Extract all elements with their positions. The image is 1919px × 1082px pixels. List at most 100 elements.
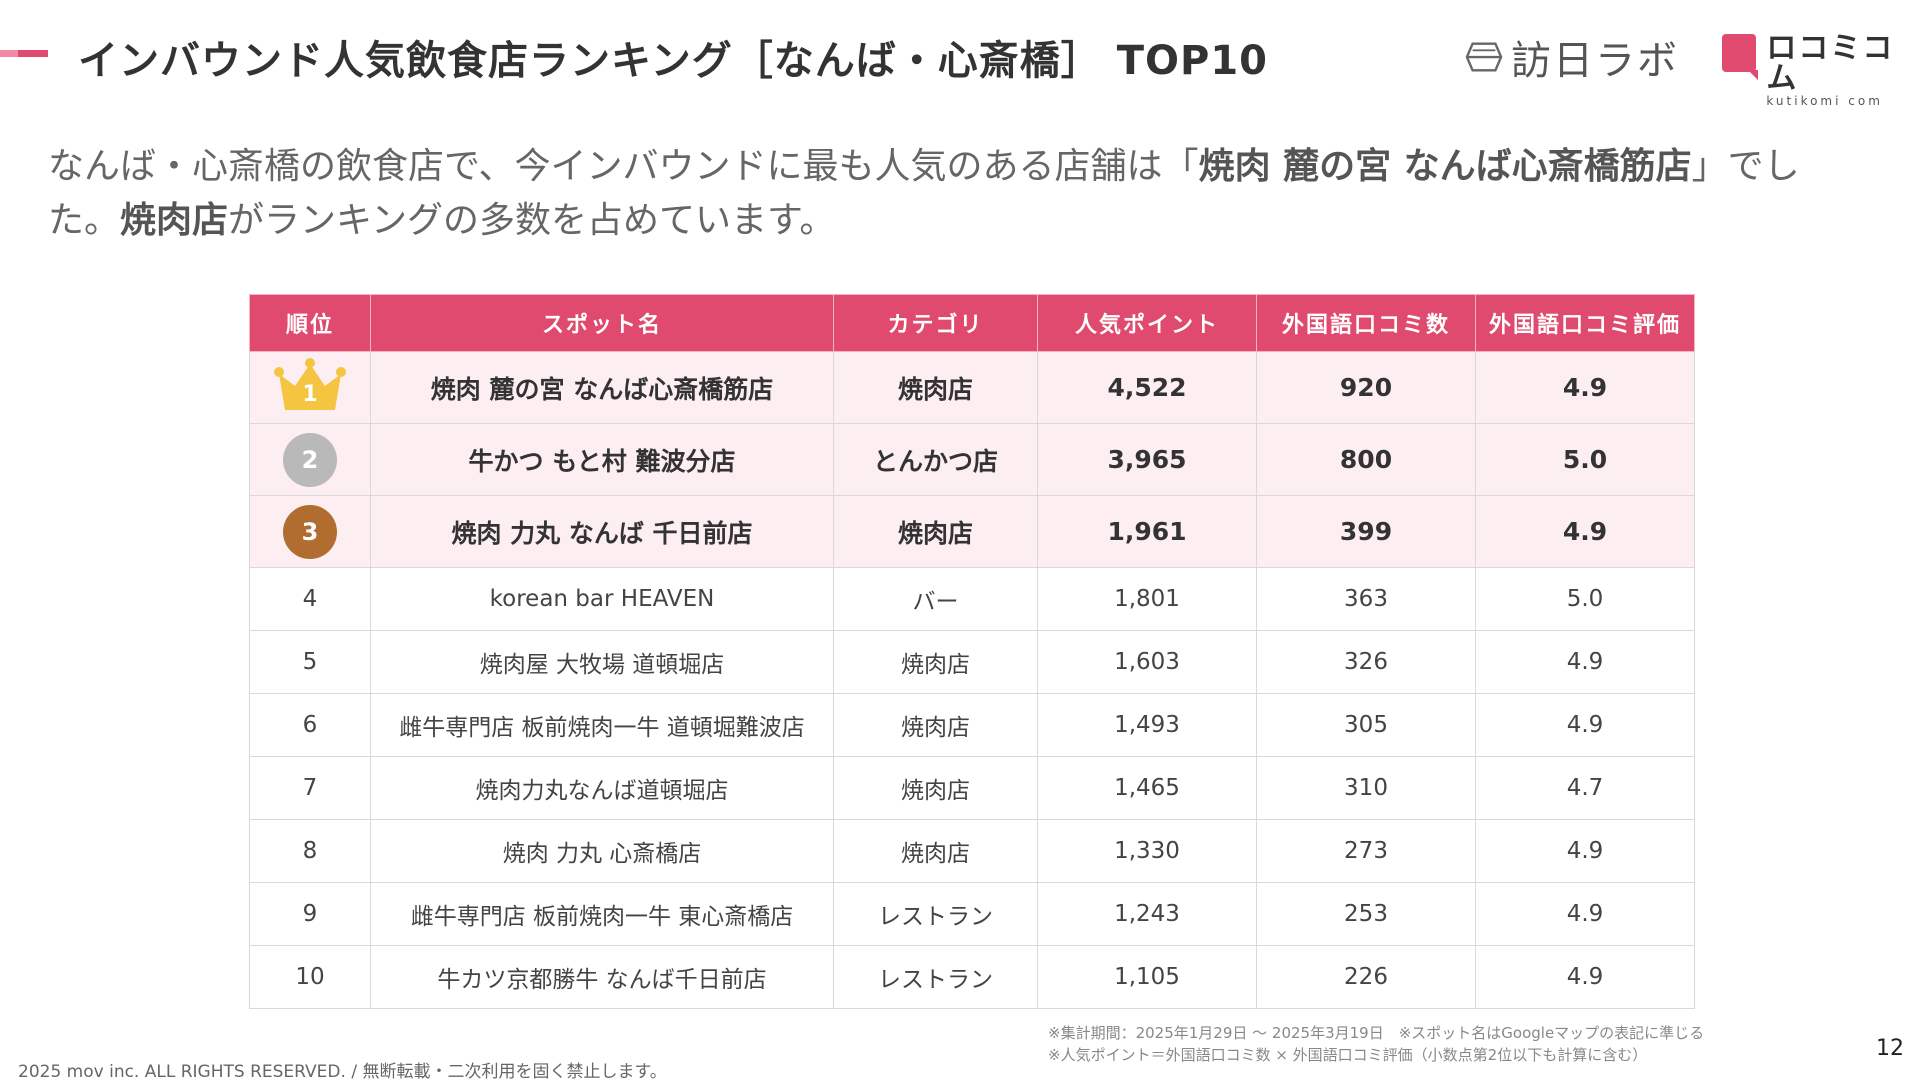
rank-number: 1	[302, 381, 318, 407]
rank-cell: 5	[249, 630, 371, 694]
table-row: 4 korean bar HEAVEN バー 1,801 363 5.0	[249, 567, 1695, 631]
houjin-lab-logo-text: 訪日ラボ	[1511, 38, 1679, 84]
spot-name-cell: 焼肉 麓の宮 なんば心斎橋筋店	[370, 351, 834, 424]
points-cell: 1,105	[1037, 945, 1257, 1009]
kutikomi-logo-subtext: kutikomi com	[1766, 94, 1883, 108]
category-cell: 焼肉店	[833, 630, 1038, 694]
lead-highlight-top-store: 焼肉 麓の宮 なんば心斎橋筋店	[1198, 146, 1692, 187]
header-points: 人気ポイント	[1037, 294, 1257, 352]
page-title: インバウンド人気飲食店ランキング［なんば・心斎橋］ TOP10	[78, 38, 1268, 84]
table-row: 2 牛かつ もと村 難波分店 とんかつ店 3,965 800 5.0	[249, 423, 1695, 496]
title-accent-bar-light	[0, 50, 18, 57]
rating-cell: 4.7	[1475, 756, 1695, 820]
points-cell: 1,961	[1037, 495, 1257, 568]
lead-highlight-category: 焼肉店	[120, 200, 229, 241]
houjin-lab-logo: 訪日ラボ	[1465, 32, 1679, 84]
rating-cell: 4.9	[1475, 351, 1695, 424]
header-spot-name: スポット名	[370, 294, 834, 352]
category-cell: とんかつ店	[833, 423, 1038, 496]
review-count-cell: 226	[1256, 945, 1476, 1009]
spot-name-cell: 焼肉屋 大牧場 道頓堀店	[370, 630, 834, 694]
table-row: 3 焼肉 力丸 なんば 千日前店 焼肉店 1,961 399 4.9	[249, 495, 1695, 568]
rating-cell: 4.9	[1475, 693, 1695, 757]
rank-cell: 10	[249, 945, 371, 1009]
review-count-cell: 920	[1256, 351, 1476, 424]
review-count-cell: 326	[1256, 630, 1476, 694]
table-row: 7 焼肉力丸なんば道頓堀店 焼肉店 1,465 310 4.7	[249, 756, 1695, 820]
review-count-cell: 310	[1256, 756, 1476, 820]
spot-name-cell: 焼肉 力丸 なんば 千日前店	[370, 495, 834, 568]
spot-name-cell: 焼肉 力丸 心斎橋店	[370, 819, 834, 883]
points-cell: 1,603	[1037, 630, 1257, 694]
category-cell: レストラン	[833, 882, 1038, 946]
table-row: 6 雌牛専門店 板前焼肉一牛 道頓堀難波店 焼肉店 1,493 305 4.9	[249, 693, 1695, 757]
page-number: 12	[1876, 1036, 1904, 1061]
points-cell: 1,243	[1037, 882, 1257, 946]
table-row: 1 焼肉 麓の宮 なんば心斎橋筋店 焼肉店 4,522 920 4.9	[249, 351, 1695, 424]
category-cell: 焼肉店	[833, 495, 1038, 568]
table-row: 10 牛カツ京都勝牛 なんば千日前店 レストラン 1,105 226 4.9	[249, 945, 1695, 1009]
footnote-formula: ※人気ポイント＝外国語口コミ数 × 外国語口コミ評価（小数点第2位以下も計算に含…	[1048, 1046, 1648, 1064]
rank-cell: 3	[249, 495, 371, 568]
header-rank: 順位	[249, 294, 371, 352]
points-cell: 1,801	[1037, 567, 1257, 631]
kutikomi-logo-text: ロコミコム	[1766, 31, 1895, 96]
header-category: カテゴリ	[833, 294, 1038, 352]
copyright-text: 2025 mov inc. ALL RIGHTS RESERVED. / 無断転…	[18, 1062, 667, 1082]
points-cell: 1,493	[1037, 693, 1257, 757]
points-cell: 1,330	[1037, 819, 1257, 883]
rating-cell: 5.0	[1475, 423, 1695, 496]
rating-cell: 4.9	[1475, 495, 1695, 568]
ranking-table: 順位 スポット名 カテゴリ 人気ポイント 外国語口コミ数 外国語口コミ評価 1	[249, 294, 1695, 1009]
footnote-period: ※集計期間：2025年1月29日 〜 2025年3月19日 ※スポット名はGoo…	[1048, 1024, 1705, 1042]
points-cell: 4,522	[1037, 351, 1257, 424]
points-cell: 1,465	[1037, 756, 1257, 820]
spot-name-cell: korean bar HEAVEN	[370, 567, 834, 631]
rank-cell: 9	[249, 882, 371, 946]
points-cell: 3,965	[1037, 423, 1257, 496]
review-count-cell: 399	[1256, 495, 1476, 568]
title-accent-bar	[0, 50, 48, 57]
rank-cell: 7	[249, 756, 371, 820]
table-row: 9 雌牛専門店 板前焼肉一牛 東心斎橋店 レストラン 1,243 253 4.9	[249, 882, 1695, 946]
gold-crown-icon: 1	[271, 356, 349, 414]
lead-text-2: 」でした。	[48, 146, 1800, 241]
category-cell: バー	[833, 567, 1038, 631]
table-header-row: 順位 スポット名 カテゴリ 人気ポイント 外国語口コミ数 外国語口コミ評価	[249, 294, 1695, 352]
category-cell: 焼肉店	[833, 756, 1038, 820]
category-cell: 焼肉店	[833, 819, 1038, 883]
kutikomi-mark-icon	[1722, 34, 1759, 80]
table-row: 8 焼肉 力丸 心斎橋店 焼肉店 1,330 273 4.9	[249, 819, 1695, 883]
review-count-cell: 273	[1256, 819, 1476, 883]
category-cell: 焼肉店	[833, 351, 1038, 424]
rating-cell: 4.9	[1475, 882, 1695, 946]
spot-name-cell: 牛かつ もと村 難波分店	[370, 423, 834, 496]
lead-paragraph: なんば・心斎橋の飲食店で、今インバウンドに最も人気のある店舗は「焼肉 麓の宮 な…	[48, 140, 1868, 248]
table-row: 5 焼肉屋 大牧場 道頓堀店 焼肉店 1,603 326 4.9	[249, 630, 1695, 694]
rank-cell: 1	[249, 351, 371, 424]
houjin-lab-mark-icon	[1465, 42, 1503, 72]
rating-cell: 4.9	[1475, 819, 1695, 883]
review-count-cell: 305	[1256, 693, 1476, 757]
review-count-cell: 363	[1256, 567, 1476, 631]
lead-text-3: がランキングの多数を占めています。	[228, 200, 836, 241]
spot-name-cell: 焼肉力丸なんば道頓堀店	[370, 756, 834, 820]
rating-cell: 5.0	[1475, 567, 1695, 631]
spot-name-cell: 雌牛専門店 板前焼肉一牛 東心斎橋店	[370, 882, 834, 946]
rating-cell: 4.9	[1475, 945, 1695, 1009]
silver-medal-icon: 2	[283, 432, 337, 487]
footnotes: ※集計期間：2025年1月29日 〜 2025年3月19日 ※スポット名はGoo…	[1048, 1022, 1704, 1066]
spot-name-cell: 牛カツ京都勝牛 なんば千日前店	[370, 945, 834, 1009]
bronze-medal-icon: 3	[283, 504, 337, 559]
rank-cell: 6	[249, 693, 371, 757]
header-review-count: 外国語口コミ数	[1256, 294, 1476, 352]
spot-name-cell: 雌牛専門店 板前焼肉一牛 道頓堀難波店	[370, 693, 834, 757]
review-count-cell: 253	[1256, 882, 1476, 946]
rating-cell: 4.9	[1475, 630, 1695, 694]
category-cell: 焼肉店	[833, 693, 1038, 757]
rank-cell: 4	[249, 567, 371, 631]
header-review-rating: 外国語口コミ評価	[1475, 294, 1695, 352]
category-cell: レストラン	[833, 945, 1038, 1009]
review-count-cell: 800	[1256, 423, 1476, 496]
rank-cell: 8	[249, 819, 371, 883]
